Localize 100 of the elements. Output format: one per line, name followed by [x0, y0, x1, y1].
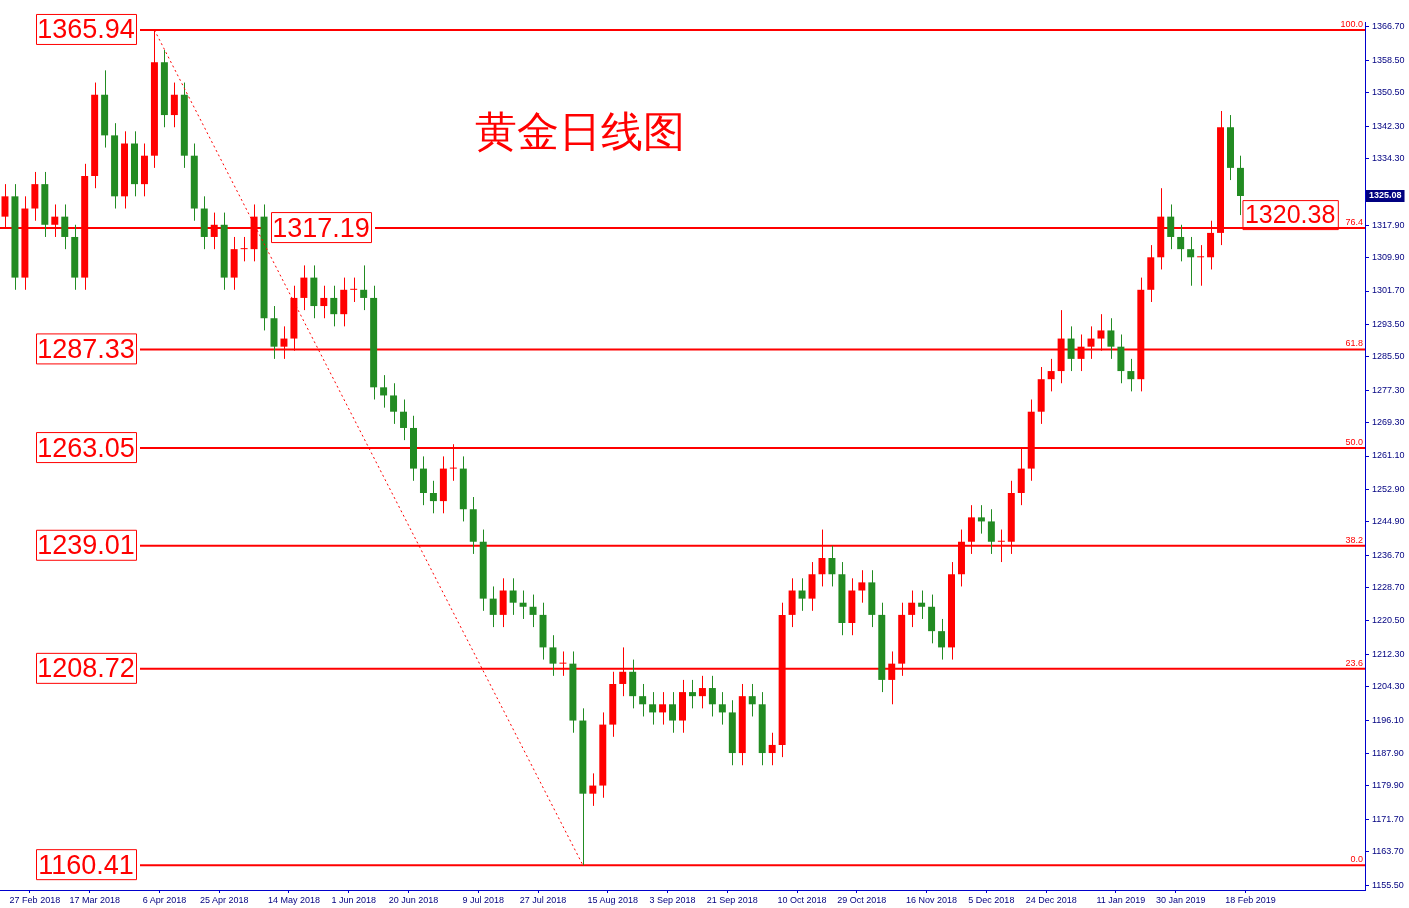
annotation: 76.4	[1345, 217, 1363, 228]
candlestick	[380, 374, 388, 409]
y-tick-label: 1204.30	[1372, 681, 1405, 692]
y-tick-label: 1236.70	[1372, 549, 1405, 560]
y-tick-label: 1285.50	[1372, 351, 1405, 362]
y-tick-label: 1301.70	[1372, 285, 1405, 296]
x-tick-label: 25 Apr 2018	[199, 894, 249, 905]
y-tick-label: 1155.50	[1372, 879, 1404, 890]
y-tick-label: 1366.70	[1372, 21, 1405, 32]
y-tick-label: 1317.90	[1372, 219, 1405, 230]
x-tick-label: 10 Oct 2018	[777, 894, 827, 905]
candlestick	[320, 285, 328, 319]
x-tick-label: 6 Apr 2018	[142, 894, 187, 905]
candlestick	[429, 480, 437, 514]
x-tick-label: 1 Jun 2018	[331, 894, 376, 905]
x-tick-label: 3 Sep 2018	[649, 894, 696, 905]
y-tick-label: 1179.90	[1372, 780, 1404, 791]
y-tick-label: 1269.30	[1372, 417, 1405, 428]
annotation: 38.2	[1345, 534, 1363, 545]
candlestick	[1187, 236, 1195, 287]
ref-line-label: 1365.94	[37, 14, 135, 45]
candlestick	[549, 634, 557, 677]
candlestick	[1127, 358, 1135, 392]
candlestick	[330, 285, 338, 327]
candlestick	[1177, 224, 1185, 262]
ref-line-label: 1317.19	[272, 212, 370, 243]
candlestick	[798, 577, 806, 612]
y-tick-label: 1252.90	[1372, 483, 1405, 494]
y-tick-label: 1261.10	[1372, 450, 1405, 461]
candlestick	[589, 772, 597, 807]
y-tick-label: 1293.50	[1372, 318, 1405, 329]
x-tick-label: 14 May 2018	[267, 894, 320, 905]
candlestick	[688, 679, 696, 709]
y-tick-label: 1350.50	[1372, 87, 1405, 98]
candlestick	[300, 264, 308, 311]
x-tick-label: 18 Feb 2019	[1225, 894, 1276, 905]
x-tick-label: 16 Nov 2018	[906, 894, 958, 905]
candlestick	[639, 683, 647, 717]
candlestick	[708, 675, 716, 717]
y-tick-label: 1228.70	[1372, 582, 1405, 593]
candlestick	[360, 264, 368, 311]
x-tick-label: 11 Jan 2019	[1096, 894, 1146, 905]
candlestick	[170, 82, 178, 128]
x-tick-label: 17 Mar 2018	[69, 894, 120, 905]
candlestick	[748, 683, 756, 717]
candlestick	[858, 569, 866, 604]
y-tick-label: 1342.30	[1372, 120, 1405, 131]
candlestick	[908, 590, 916, 628]
candlestick	[489, 585, 497, 628]
x-tick-label: 21 Sep 2018	[706, 894, 758, 905]
candlestick	[1067, 325, 1075, 372]
annotation: 50.0	[1345, 437, 1363, 448]
ref-line-label: 1208.72	[37, 653, 135, 684]
candlestick	[1107, 317, 1115, 360]
y-tick-label: 1220.50	[1372, 615, 1405, 626]
candlestick	[519, 590, 527, 620]
text: 黄金日线图	[475, 109, 685, 156]
candlestick	[718, 691, 726, 726]
y-tick-label: 1277.30	[1372, 384, 1405, 395]
candlestick	[918, 590, 926, 620]
ref-line-label: 1287.33	[37, 333, 135, 364]
candlestick	[529, 594, 537, 628]
y-tick-label: 1358.50	[1372, 54, 1405, 65]
y-tick-label: 1244.90	[1372, 516, 1405, 527]
x-tick-label: 30 Jan 2019	[1155, 894, 1206, 905]
candlestick	[649, 691, 657, 726]
candlestick	[669, 691, 677, 734]
annotation: 1320.38	[1244, 200, 1336, 228]
y-tick-label: 1212.30	[1372, 648, 1405, 659]
candlestick	[61, 203, 69, 250]
y-tick-label: 1196.10	[1372, 714, 1404, 725]
annotation: 23.6	[1345, 657, 1363, 668]
x-tick-label: 15 Aug 2018	[587, 894, 639, 905]
annotation: 0.0	[1350, 854, 1363, 865]
x-tick-label: 24 Dec 2018	[1025, 894, 1077, 905]
candlestick	[938, 618, 946, 661]
ref-line-label: 1263.05	[37, 432, 135, 463]
x-tick-label: 5 Dec 2018	[968, 894, 1015, 905]
candlestick	[509, 577, 517, 616]
candlestick	[400, 399, 408, 441]
x-tick-label: 27 Jul 2018	[519, 894, 567, 905]
annotation: 61.8	[1345, 338, 1363, 349]
y-tick-label: 1163.70	[1372, 846, 1404, 857]
candlestick	[659, 691, 667, 726]
candlestick	[987, 508, 995, 555]
candlestick	[828, 545, 836, 587]
x-tick-label: 9 Jul 2018	[462, 894, 504, 905]
ref-line-label: 1239.01	[37, 530, 135, 561]
x-tick-label: 29 Oct 2018	[837, 894, 887, 905]
candlestick	[240, 236, 248, 262]
y-tick-label: 1171.70	[1372, 813, 1404, 824]
candlestick	[350, 277, 358, 303]
candlestick	[698, 675, 706, 709]
candlestick	[768, 732, 776, 766]
annotation: 1325.08	[1369, 190, 1402, 201]
y-tick-label: 1187.90	[1372, 747, 1404, 758]
candlestick	[1047, 358, 1055, 392]
x-tick-label: 20 Jun 2018	[388, 894, 439, 905]
y-tick-label: 1334.30	[1372, 153, 1405, 164]
candlestick	[1197, 244, 1205, 287]
